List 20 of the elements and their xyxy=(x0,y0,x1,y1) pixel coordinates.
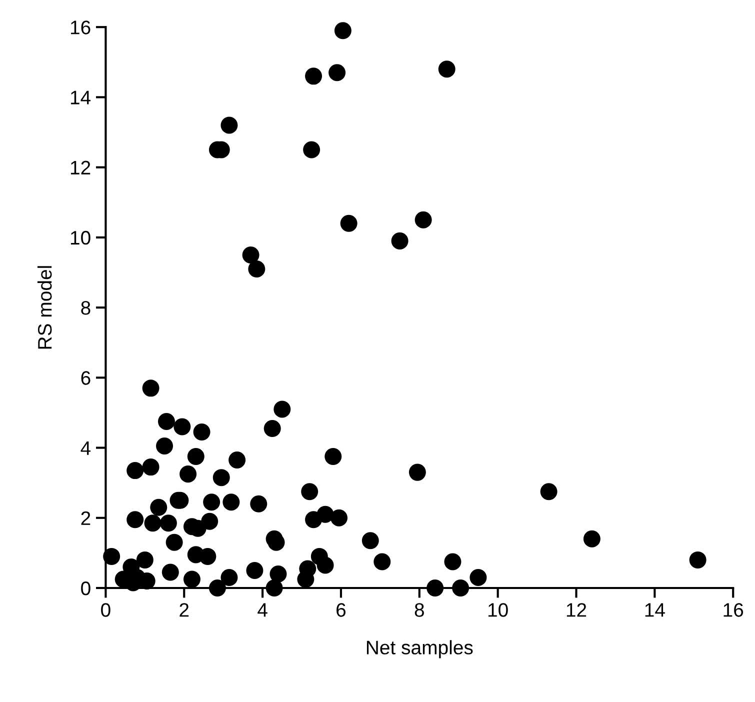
y-axis-title: RS model xyxy=(37,266,52,349)
y-tick-label: 16 xyxy=(70,20,90,34)
y-tick-label: 0 xyxy=(81,581,90,596)
y-tick-label: 8 xyxy=(81,301,90,315)
y-tick-label: 10 xyxy=(70,230,90,245)
x-tick-label: 6 xyxy=(336,603,346,617)
x-axis-title: Net samples xyxy=(366,640,473,658)
x-tick-label: 4 xyxy=(258,603,268,617)
x-tick-label: 8 xyxy=(414,603,424,617)
x-tick-label: 16 xyxy=(724,603,744,617)
y-tick-label: 4 xyxy=(80,441,91,455)
y-tick-label: 2 xyxy=(81,511,90,525)
x-tick-label: 0 xyxy=(101,603,110,617)
y-tick-label: 12 xyxy=(70,160,90,174)
y-tick-label: 14 xyxy=(70,90,91,104)
x-tick-label: 10 xyxy=(488,603,508,617)
x-tick-label: 2 xyxy=(180,603,189,617)
y-tick-label: 6 xyxy=(81,371,90,385)
x-tick-label: 14 xyxy=(645,603,665,617)
x-tick-label: 12 xyxy=(566,603,586,617)
